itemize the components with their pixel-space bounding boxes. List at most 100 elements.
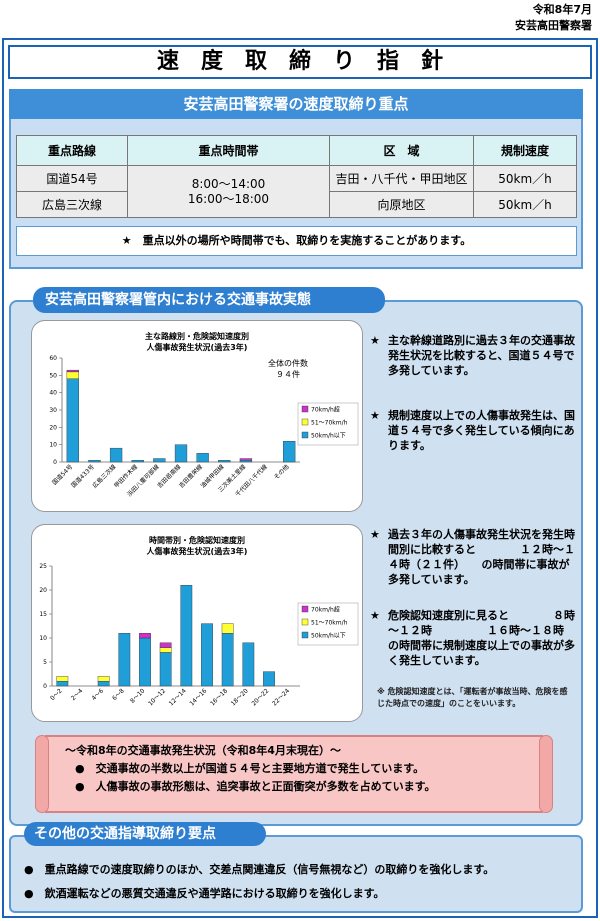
star-icon: ★ <box>370 409 380 422</box>
bar-segment <box>56 676 69 682</box>
legend-swatch <box>301 405 309 413</box>
bar-segment <box>221 632 234 687</box>
y-tick-label: 10 <box>39 635 47 642</box>
time-line-2: 16:00～18:00 <box>187 191 270 206</box>
status-scroll: ～令和8年の交通事故発生状況（令和8年4月末現在）～ ● 交通事故の半数以上が国… <box>35 735 553 813</box>
scroll-left-roll <box>35 735 49 813</box>
document-frame <box>2 38 598 918</box>
other-section <box>9 835 583 913</box>
route-cell: 広島三次線 <box>16 191 128 218</box>
legend-label: 51～70km/h <box>311 420 348 427</box>
x-tick-label: その他 <box>272 463 290 481</box>
scroll-right-roll <box>539 735 553 813</box>
legend-swatch <box>301 431 309 439</box>
x-tick-label: 22～24 <box>271 687 291 707</box>
x-tick-label: 14～16 <box>188 687 208 707</box>
bar-segment <box>239 460 253 463</box>
x-tick-label: 4～6 <box>90 687 105 702</box>
legend-swatch <box>301 418 309 426</box>
y-tick-label: 40 <box>49 390 57 397</box>
bar-segment <box>153 458 166 463</box>
bar-segment <box>159 647 172 653</box>
finding-1: ★ 主な幹線道路別に過去３年の交通事故発生状況を比較すると、国道５４号で多発して… <box>370 334 575 377</box>
route-cell: 国道54号 <box>16 165 128 192</box>
legend-swatch <box>301 631 309 639</box>
other-item: ● 重点路線での速度取締りのほか、交差点関連違反（信号無視など）の取締りを強化し… <box>24 863 495 876</box>
priority-heading: 安芸高田警察署の速度取締り重点 <box>9 89 583 119</box>
bar-segment <box>196 453 209 463</box>
area-cell: 吉田・八千代・甲田地区 <box>329 165 474 192</box>
legend-label: 50km/h以下 <box>311 433 346 440</box>
bar-segment <box>66 378 79 463</box>
definition-note: ※ 危険認知速度とは、「運転者が事故当時、危険を感じた時点での速度」のことをいい… <box>377 687 568 708</box>
bar-segment <box>159 642 172 648</box>
legend-label: 70km/h超 <box>311 606 340 614</box>
scroll-title: ～令和8年の交通事故発生状況（令和8年4月末現在）～ <box>65 744 341 757</box>
finding-3: ★ 過去３年の人傷事故発生状況を発生時間別に比較すると １２時～１４時（２１件）… <box>370 528 575 586</box>
route-chart-card: 主な路線別・危険認知速度別 人傷事故発生状況(過去3年) 0 10 20 30 40 50… <box>31 320 363 512</box>
y-tick-label: 50 <box>49 372 57 379</box>
bar-segment <box>242 642 255 687</box>
x-tick-label: 18～20 <box>230 687 250 707</box>
x-tick-label: 8～10 <box>129 687 146 704</box>
bar-segment <box>131 460 144 463</box>
bar-segment <box>201 623 213 687</box>
scroll-item: ● 交通事故の半数以上が国道５４号と主要地方道で発生しています。 <box>75 762 425 775</box>
x-tick-label: 16～18 <box>209 687 229 707</box>
y-tick-label: 5 <box>43 659 47 666</box>
chart1-title: 主な路線別・危険認知速度別 <box>145 332 249 341</box>
limit-cell: 50km／h <box>473 191 577 218</box>
legend-swatch <box>301 605 309 613</box>
issue-date: 令和8年7月 <box>532 3 592 16</box>
legend-label: 50km/h以下 <box>311 633 346 640</box>
bar-segment <box>218 460 231 463</box>
chart2-subtitle: 人傷事故発生状況(過去3年) <box>146 547 248 556</box>
bar-segment <box>180 585 193 687</box>
finding-4: ★ 危険認知速度別に見ると ８時～１２時 １６時～１８時 の時間帯に規制速度以上… <box>370 609 600 667</box>
total-value: ９４件 <box>276 370 300 379</box>
bar-segment <box>66 369 79 373</box>
col-header-area: 区 域 <box>329 135 474 166</box>
x-tick-label: 0～2 <box>49 687 64 702</box>
bar-segment <box>159 652 172 687</box>
time-cell: 8:00～14:00 16:00～18:00 <box>127 165 330 218</box>
y-tick-label: 15 <box>39 611 47 618</box>
table-row: 国道54号 8:00～14:00 16:00～18:00 吉田・八千代・甲田地区… <box>16 165 577 218</box>
star-icon: ★ <box>370 334 380 347</box>
page-title: 速度取締り指針 <box>8 45 592 79</box>
legend-swatch <box>301 618 309 626</box>
y-tick-label: 0 <box>43 683 47 690</box>
scroll-body <box>45 735 543 813</box>
time-line-1: 8:00～14:00 <box>191 176 266 191</box>
finding-2: ★ 規制速度以上での人傷事故発生は、国道５４号で多く発生している傾向にあります。 <box>370 409 575 452</box>
bar-segment <box>283 440 296 463</box>
chart2-title: 時間帯別・危険認知速度別 <box>149 536 245 545</box>
bar-segment <box>56 680 69 687</box>
y-tick-label: 10 <box>49 442 57 449</box>
bar-segment <box>97 676 110 682</box>
bar-segment <box>263 671 275 687</box>
time-chart-card: 時間帯別・危険認知速度別 人傷事故発生状況(過去3年) 0 5 10 15 20 25 0～… <box>31 524 363 722</box>
bar-segment <box>139 637 151 687</box>
y-tick-label: 60 <box>49 355 57 362</box>
legend-label: 51～70km/h <box>311 620 348 627</box>
bar-segment <box>239 458 253 461</box>
bar-segment <box>221 623 234 634</box>
legend-label: 70km/h超 <box>311 406 340 414</box>
x-tick-label: 10～12 <box>147 687 167 707</box>
bar-segment <box>66 371 79 379</box>
chart1-subtitle: 人傷事故発生状況(過去3年) <box>146 343 248 352</box>
x-tick-label: 2～4 <box>70 687 85 702</box>
bar-segment <box>139 632 151 639</box>
limit-cell: 50km／h <box>473 165 577 192</box>
bar-segment <box>88 460 101 463</box>
other-heading: その他の交通指導取締り要点 <box>24 822 266 846</box>
route-chart: 0102030405060国道54号国道433号広島三次線甲田作木線浜田八重可部… <box>49 355 359 498</box>
star-icon: ★ <box>370 528 380 541</box>
time-chart: 0 5 10 15 20 25 0～2 2～4 4～6 6～8 8～10 10～12 12～14 14～1… <box>39 563 359 707</box>
y-tick-label: 0 <box>53 459 57 466</box>
y-tick-label: 25 <box>39 563 47 570</box>
y-tick-label: 20 <box>39 587 47 594</box>
accident-heading: 安芸高田警察署管内における交通事故実態 <box>33 287 385 313</box>
x-tick-label: 20～22 <box>250 687 270 707</box>
